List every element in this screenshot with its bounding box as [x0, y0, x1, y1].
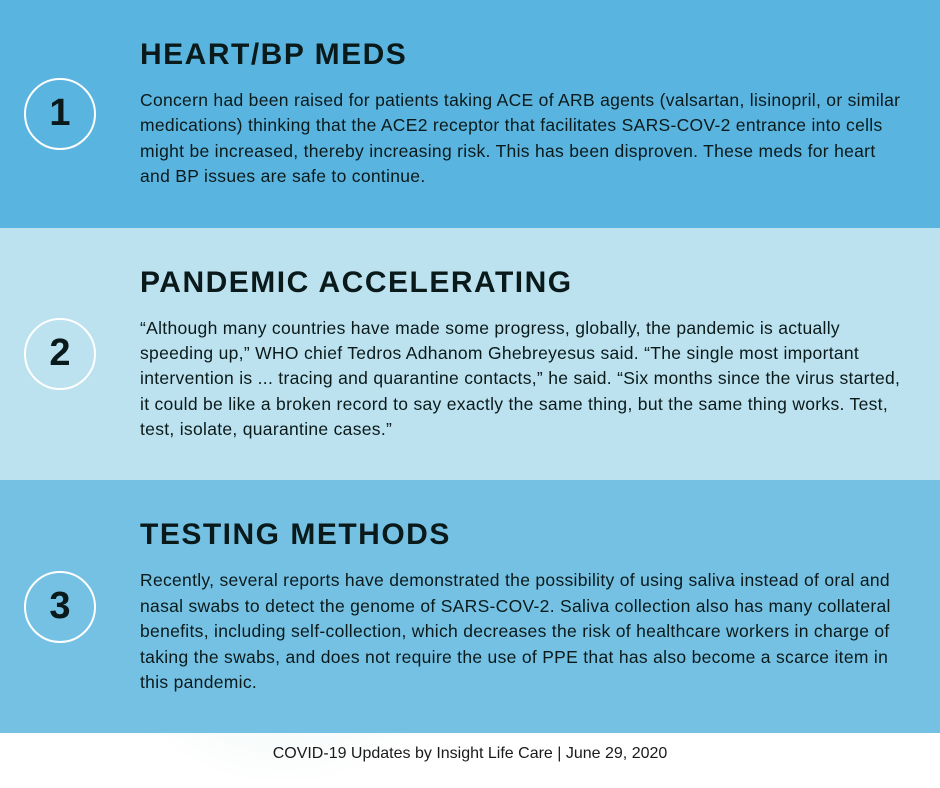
section-1: 1 HEART/BP MEDS Concern had been raised …: [0, 0, 940, 228]
section-content-3: TESTING METHODS Recently, several report…: [140, 518, 906, 695]
section-content-2: PANDEMIC ACCELERATING “Although many cou…: [140, 266, 906, 443]
section-body-3: Recently, several reports have demonstra…: [140, 568, 906, 695]
section-2: 2 PANDEMIC ACCELERATING “Although many c…: [0, 228, 940, 481]
section-body-2: “Although many countries have made some …: [140, 316, 906, 443]
section-heading-1: HEART/BP MEDS: [140, 38, 906, 72]
section-content-1: HEART/BP MEDS Concern had been raised fo…: [140, 38, 906, 190]
section-number-2: 2: [24, 318, 96, 390]
section-heading-3: TESTING METHODS: [140, 518, 906, 552]
section-number-3: 3: [24, 571, 96, 643]
section-3: 3 TESTING METHODS Recently, several repo…: [0, 480, 940, 733]
section-body-1: Concern had been raised for patients tak…: [140, 88, 906, 190]
section-number-1: 1: [24, 78, 96, 150]
footer-text: COVID-19 Updates by Insight Life Care | …: [0, 733, 940, 777]
section-heading-2: PANDEMIC ACCELERATING: [140, 266, 906, 300]
